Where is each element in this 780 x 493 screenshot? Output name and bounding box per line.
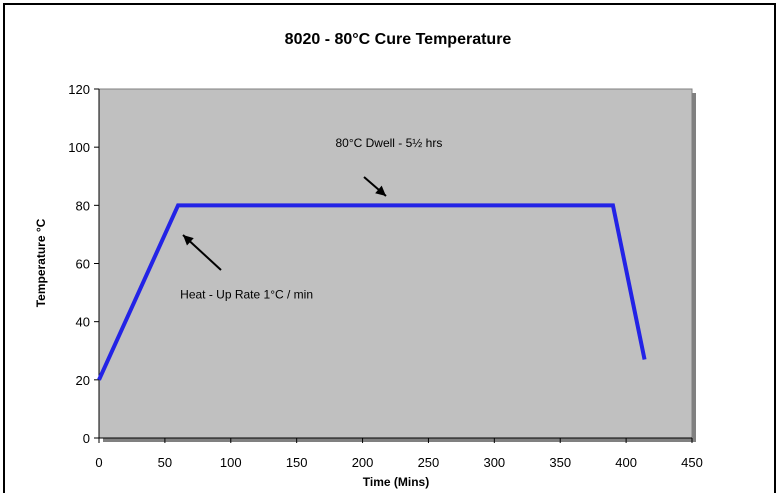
- x-tick-label: 0: [95, 455, 102, 470]
- x-tick-label: 350: [549, 455, 571, 470]
- chart-title: 8020 - 80°C Cure Temperature: [285, 31, 512, 48]
- x-tick-label: 450: [681, 455, 703, 470]
- arrow-head: [183, 235, 194, 246]
- y-tick-label: 80: [76, 198, 90, 213]
- series-layer: [97, 203, 647, 381]
- x-tick-label: 200: [352, 455, 374, 470]
- annotations: 80°C Dwell - 5½ hrs Heat - Up Rate 1°C / …: [180, 136, 442, 301]
- y-tick-label: 20: [76, 373, 90, 388]
- y-tick-label: 60: [76, 257, 90, 272]
- tick-labels: 0 50 100 150 200 250 300 350 400 450 0 20 40 60 80 100 1…: [68, 82, 703, 470]
- y-tick-label: 40: [76, 315, 90, 330]
- y-tick-label: 0: [83, 431, 90, 446]
- series-line: [97, 203, 647, 381]
- x-tick-label: 300: [483, 455, 505, 470]
- y-tick-label: 100: [68, 140, 90, 155]
- y-tick-label: 120: [68, 82, 90, 97]
- dwell-arrow: [363, 176, 387, 197]
- x-tick-label: 50: [158, 455, 172, 470]
- heatup-annotation: Heat - Up Rate 1°C / min: [180, 287, 313, 301]
- heatup-arrow: [182, 234, 222, 271]
- y-axis-title: Temperature °C: [34, 218, 48, 307]
- x-tick-label: 150: [286, 455, 308, 470]
- x-axis-title: Time (Mins): [363, 475, 429, 489]
- x-tick-label: 400: [615, 455, 637, 470]
- arrow-head: [375, 185, 386, 196]
- x-tick-label: 100: [220, 455, 242, 470]
- x-tick-label: 250: [418, 455, 440, 470]
- dwell-annotation: 80°C Dwell - 5½ hrs: [335, 136, 442, 150]
